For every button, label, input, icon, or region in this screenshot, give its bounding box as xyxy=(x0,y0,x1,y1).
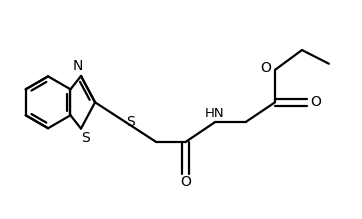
Text: O: O xyxy=(310,95,321,109)
Text: HN: HN xyxy=(205,107,225,120)
Text: O: O xyxy=(261,61,272,75)
Text: S: S xyxy=(127,115,135,129)
Text: N: N xyxy=(73,59,83,73)
Text: S: S xyxy=(81,131,90,145)
Text: O: O xyxy=(180,175,191,189)
